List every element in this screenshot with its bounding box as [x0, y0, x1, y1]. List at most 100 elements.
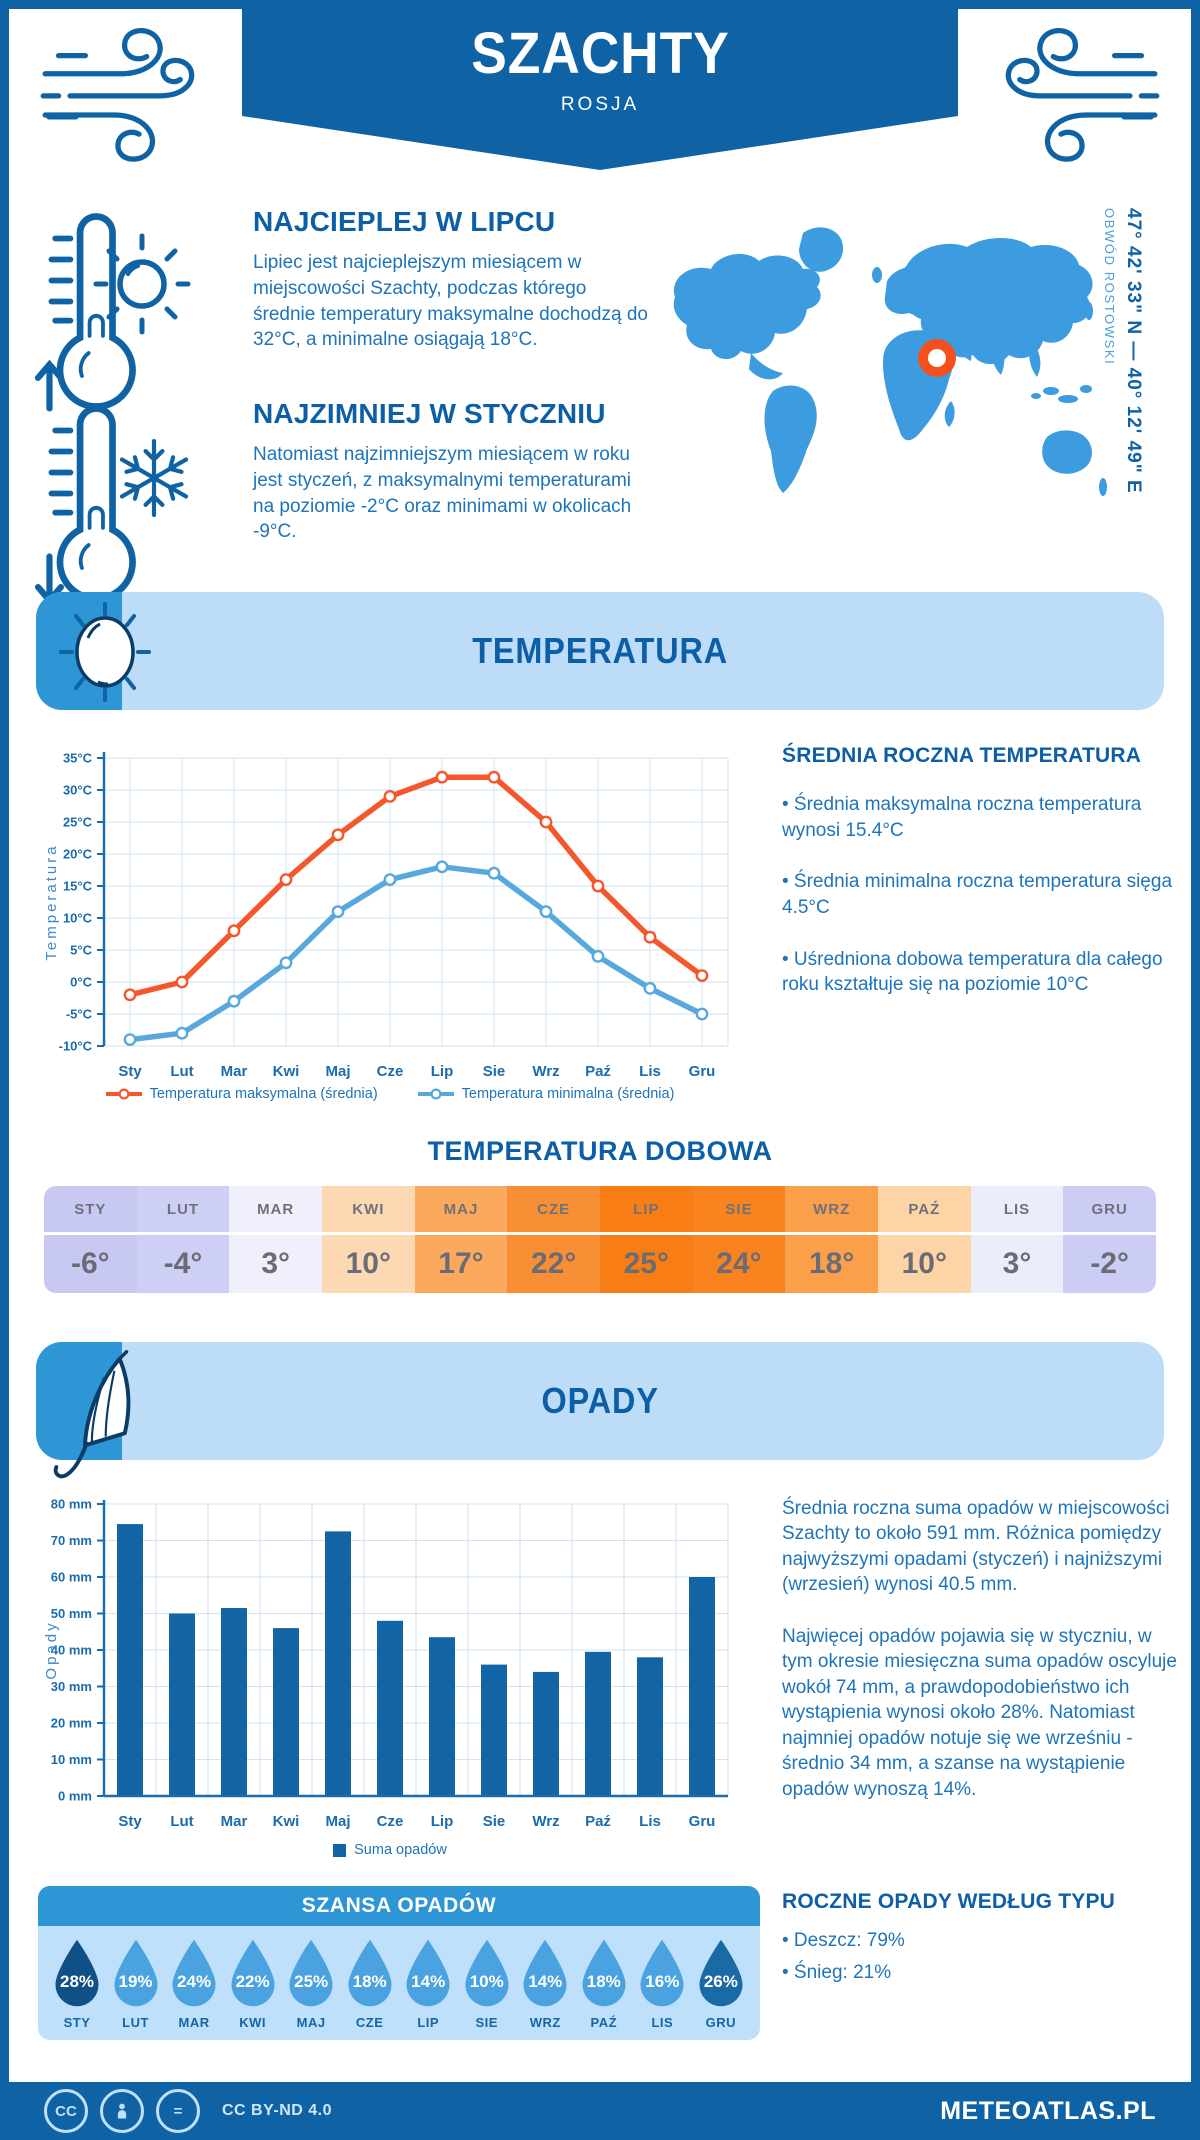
warm-section-text: Lipiec jest najcieplejszym miesiącem w m…	[253, 252, 648, 351]
legend-square-icon	[333, 1843, 347, 1857]
chance-droplet: 26% GRU	[694, 1938, 748, 2030]
svg-text:35°C: 35°C	[63, 751, 93, 766]
header-banner-chevron	[242, 116, 958, 170]
svg-text:Kwi: Kwi	[273, 1813, 300, 1830]
header-banner	[242, 0, 958, 116]
page-title: SZACHTY	[470, 21, 730, 86]
table-value-cell: -6°	[44, 1235, 137, 1293]
precipitation-types-bullets: • Deszcz: 79% • Śnieg: 21%	[782, 1928, 1174, 1991]
chance-month: CZE	[355, 2015, 384, 2030]
droplet-icon	[582, 1939, 626, 2007]
chance-month: GRU	[705, 2015, 737, 2030]
droplet-icon	[348, 1939, 392, 2007]
table-value-cell: 17°	[414, 1235, 508, 1293]
svg-text:Cze: Cze	[377, 1813, 404, 1830]
svg-text:Lis: Lis	[639, 1063, 661, 1080]
cold-section-text: Natomiast najzimniejszym miesiącem w rok…	[253, 444, 632, 543]
droplet-icon	[289, 1939, 333, 2007]
droplet-icon	[172, 1939, 216, 2007]
svg-text:-10°C: -10°C	[59, 1039, 93, 1054]
svg-text:Maj: Maj	[325, 1813, 350, 1830]
chance-month: MAJ	[296, 2015, 326, 2030]
svg-text:Paź: Paź	[585, 1813, 611, 1830]
chance-month: SIE	[475, 2015, 498, 2030]
table-value-cell: 25°	[599, 1235, 693, 1293]
svg-text:20 mm: 20 mm	[51, 1716, 92, 1731]
table-month-cell: GRU	[1063, 1186, 1156, 1232]
svg-text:Cze: Cze	[377, 1063, 404, 1080]
legend-label: Temperatura maksymalna (średnia)	[149, 1086, 378, 1102]
daily-temperature-table: STY LUT MAR KWI MAJ CZE LIP SIE WRZ PAŹ LIS GRU -6° -…	[44, 1186, 1156, 1293]
temperature-banner: TEMPERATURA	[36, 592, 1164, 710]
svg-text:Gru: Gru	[689, 1063, 716, 1080]
droplet-icon	[113, 1939, 158, 2007]
svg-text:Mar: Mar	[221, 1813, 248, 1830]
chance-percent: 19%	[118, 1972, 153, 1991]
precipitation-chance-droplets: 28% STY 19% LUT 24% MAR 22% KWI 25% MAJ 18% CZE 14% L…	[38, 1926, 760, 2040]
chance-droplet: 22% KWI	[226, 1938, 280, 2030]
table-value-cell: -4°	[136, 1235, 230, 1293]
svg-text:Lip: Lip	[431, 1813, 454, 1830]
chance-droplet: 18% PAŹ	[577, 1938, 631, 2030]
chance-droplet: 16% LIS	[635, 1938, 689, 2030]
droplet-icon	[523, 1939, 567, 2007]
precipitation-chance-heading: SZANSA OPADÓW	[38, 1886, 760, 1926]
droplet-icon	[465, 1939, 509, 2007]
legend-item: Temperatura minimalna (średnia)	[417, 1086, 675, 1102]
cc-icon: CC	[44, 2089, 88, 2133]
sun-icon	[93, 233, 191, 335]
precipitation-chart-legend: Suma opadów	[40, 1842, 740, 1858]
svg-text:Wrz: Wrz	[532, 1063, 559, 1080]
map-region: OBWÓD ROSTOWSKI	[1102, 208, 1117, 366]
svg-text:60 mm: 60 mm	[51, 1570, 92, 1585]
table-value-cell: 3°	[229, 1235, 322, 1293]
daily-temperature-heading: TEMPERATURA DOBOWA	[427, 1136, 773, 1166]
annual-temperature-heading: ŚREDNIA ROCZNA TEMPERATURA	[782, 744, 1142, 767]
chance-month: LUT	[122, 2015, 149, 2030]
chance-month: LIS	[651, 2015, 674, 2030]
precipitation-banner: OPADY	[36, 1342, 1164, 1460]
legend-line-marker-icon	[417, 1088, 454, 1100]
svg-text:Kwi: Kwi	[273, 1063, 300, 1080]
svg-text:Lut: Lut	[170, 1813, 193, 1830]
chance-percent: 14%	[528, 1972, 563, 1991]
table-value-cell: 10°	[321, 1235, 415, 1293]
precipitation-banner-title: OPADY	[541, 1380, 659, 1421]
droplet-icon	[231, 1939, 275, 2007]
chance-percent: 25%	[294, 1972, 329, 1991]
bullet-item: • Śnieg: 21%	[782, 1961, 892, 1983]
svg-text:10°C: 10°C	[63, 911, 93, 926]
footer: CC = CC BY-ND 4.0 METEOATLAS.PL	[0, 2082, 1200, 2140]
svg-text:30 mm: 30 mm	[51, 1679, 92, 1694]
precipitation-legend-label: Suma opadów	[354, 1842, 447, 1858]
table-value-cell: 10°	[877, 1235, 971, 1293]
legend-line-marker-icon	[105, 1088, 142, 1100]
svg-text:Sie: Sie	[483, 1063, 506, 1080]
chance-droplet: 28% STY	[50, 1938, 104, 2030]
precipitation-bar-chart: 0 mm 10 mm 20 mm 30 mm 40 mm 50 mm 60 mm 70 mm 8…	[43, 1497, 729, 1830]
license-label: CC BY-ND 4.0	[222, 2102, 333, 2119]
table-value-cell: 3°	[970, 1235, 1064, 1293]
svg-text:5°C: 5°C	[70, 943, 92, 958]
svg-text:Sie: Sie	[483, 1813, 506, 1830]
chance-percent: 18%	[352, 1972, 387, 1991]
svg-text:0 mm: 0 mm	[58, 1789, 92, 1804]
bullet-item: • Uśredniona dobowa temperatura dla całe…	[782, 948, 1163, 996]
chance-month: KWI	[239, 2015, 266, 2030]
precipitation-paragraph: Najwięcej opadów pojawia się w styczniu,…	[782, 1625, 1177, 1800]
chance-month: MAR	[178, 2015, 210, 2030]
annual-temperature-bullets: • Średnia maksymalna roczna temperatura …	[782, 792, 1174, 1024]
chance-month: STY	[63, 2015, 91, 2030]
table-month-cell: LIS	[970, 1186, 1064, 1232]
cc-nd-icon: =	[156, 2089, 200, 2133]
legend-item: Temperatura maksymalna (średnia)	[105, 1086, 378, 1102]
svg-text:Wrz: Wrz	[532, 1813, 559, 1830]
table-month-cell: KWI	[321, 1186, 415, 1232]
chance-percent: 26%	[703, 1972, 738, 1991]
table-month-cell: SIE	[692, 1186, 786, 1232]
chance-percent: 22%	[235, 1972, 270, 1991]
chance-droplet: 10% SIE	[460, 1938, 514, 2030]
legend-label: Temperatura minimalna (średnia)	[461, 1086, 675, 1102]
svg-text:0°C: 0°C	[70, 975, 92, 990]
